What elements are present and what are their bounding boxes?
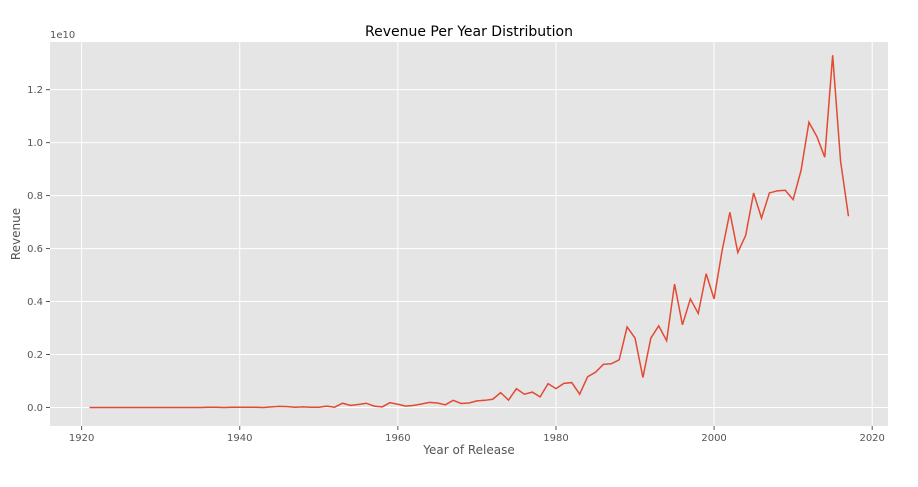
- x-tick-label: 2000: [701, 433, 726, 444]
- y-tick-label: 0.6: [27, 244, 43, 255]
- y-tick-label: 0.8: [27, 191, 43, 202]
- y-axis-offset-label: 1e10: [50, 30, 75, 41]
- y-axis-label: Revenue: [9, 208, 23, 260]
- y-tick-label: 0.4: [27, 297, 43, 308]
- x-tick-label: 2020: [859, 433, 884, 444]
- x-axis-ticks: 1920 1940 1960 1980 2000 2020: [69, 426, 885, 444]
- y-tick-label: 1.0: [27, 138, 43, 149]
- x-tick-label: 1940: [227, 433, 252, 444]
- x-tick-label: 1980: [543, 433, 568, 444]
- y-tick-label: 0.2: [27, 350, 43, 361]
- x-axis-label: Year of Release: [422, 443, 515, 457]
- chart-title: Revenue Per Year Distribution: [365, 24, 573, 40]
- revenue-series-line: [89, 55, 850, 409]
- y-axis-ticks: 0.0 0.2 0.4 0.6 0.8 1.0 1.2: [27, 85, 50, 414]
- x-tick-label: 1920: [69, 433, 94, 444]
- x-tick-label: 1960: [385, 433, 410, 444]
- plot-area: [50, 42, 888, 426]
- y-tick-label: 1.2: [27, 85, 43, 96]
- y-tick-label: 0.0: [27, 403, 43, 414]
